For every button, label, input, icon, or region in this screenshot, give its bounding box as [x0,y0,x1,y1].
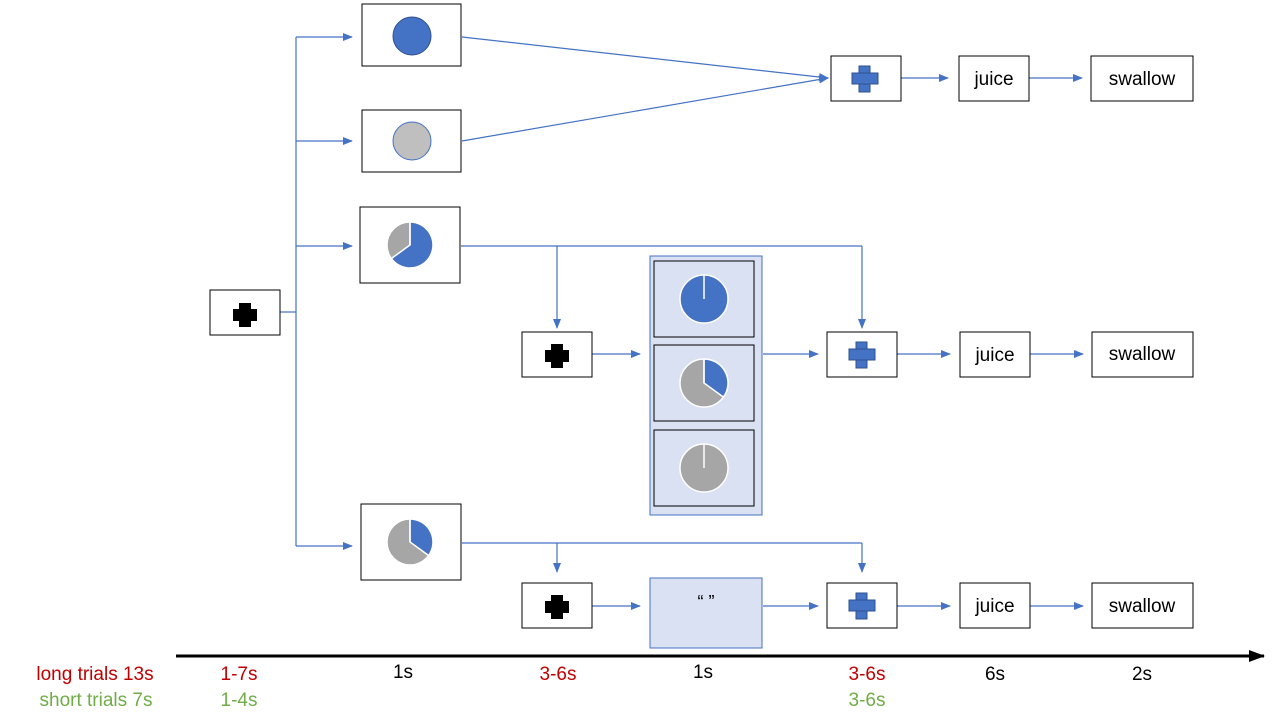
juice-label: juice [974,596,1014,617]
duration-long-delay2: 3-6s [849,664,886,685]
quote-text: “ ” [698,592,715,612]
pie-chart-icon [679,358,729,408]
duration-juice: 6s [985,664,1005,685]
stimulus-blue-circle-box [361,3,462,67]
blue-fixation-box-bottom [826,582,898,629]
duration-long-delay1: 3-6s [540,664,577,685]
stimulus-gray-circle-box [361,109,462,173]
pie-chart-icon [386,518,434,566]
timeline-labels: long trials 13s short trials 7s 1-7s 1-4… [36,662,1152,711]
cross-icon [233,303,257,327]
pie-chart-icon [386,221,434,269]
fixation-box-middle [521,331,593,378]
outcome-panel [649,255,763,516]
swallow-label: swallow [1109,596,1176,617]
blue-cross-icon [848,592,876,620]
blue-circle-icon [392,16,432,56]
pie-chart-icon [679,274,729,324]
connectors [280,33,1084,610]
juice-box-bottom: juice [959,582,1031,629]
pie-blue-slice [703,358,729,399]
blue-fixation-box-top [830,55,902,102]
juice-label: juice [974,345,1014,366]
swallow-box-top: swallow [1090,55,1194,102]
stimulus-pie-low-box [360,503,462,581]
stimulus-pie-high-box [359,206,461,284]
pie-chart-icon [679,443,729,493]
swallow-box-bottom: swallow [1091,582,1194,629]
quote-box: “ ” [649,577,763,649]
gray-circle-icon [392,121,432,161]
legend-long-trials: long trials 13s [36,664,153,685]
swallow-label: swallow [1109,344,1176,365]
duration-short-delay2: 3-6s [849,690,886,711]
duration-stimulus: 1s [393,662,413,683]
juice-label: juice [973,69,1013,90]
swallow-label: swallow [1109,69,1176,90]
cross-icon [545,595,569,619]
blue-cross-icon [851,65,879,93]
duration-swallow: 2s [1132,664,1152,685]
duration-outcome: 1s [693,662,713,683]
duration-long-iti: 1-7s [221,664,258,685]
fixation-box-bottom [521,582,593,629]
blue-cross-icon [848,341,876,369]
juice-box-top: juice [958,55,1030,102]
start-fixation-box [209,289,281,336]
cross-icon [545,344,569,368]
duration-short-iti: 1-4s [221,690,258,711]
blue-fixation-box-middle [826,331,898,378]
juice-box-middle: juice [959,331,1031,378]
swallow-box-middle: swallow [1091,331,1194,378]
pie-blue-slice [409,518,434,557]
legend-short-trials: short trials 7s [40,690,153,711]
pie-blue-slice [390,221,434,269]
